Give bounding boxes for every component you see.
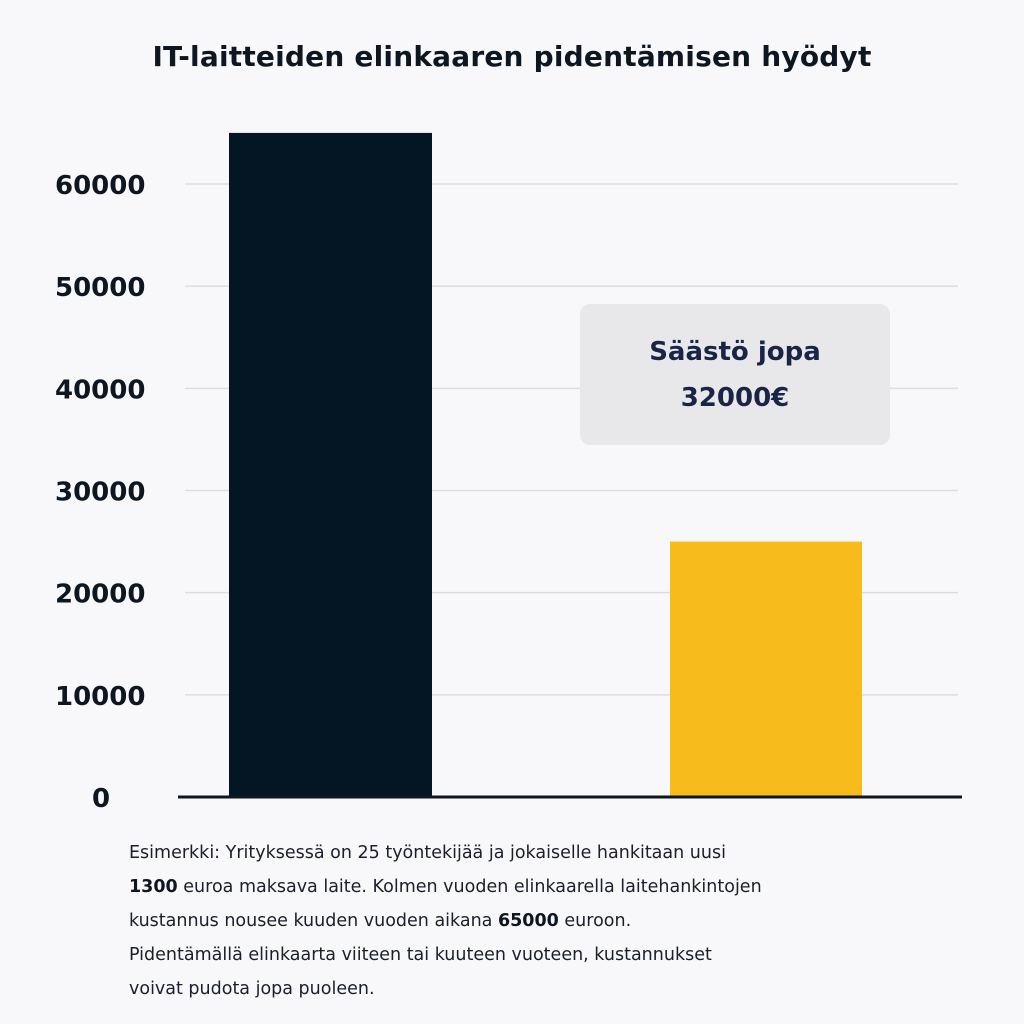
savings-callout: Säästö jopa 32000€	[580, 304, 890, 445]
bar-chart: 0 10000 20000 30000 40000 50000 60000	[55, 132, 962, 814]
bars	[229, 132, 862, 797]
y-tick-label-20000: 20000	[55, 580, 145, 610]
savings-callout-line1: Säästö jopa	[649, 336, 821, 367]
bar-1	[229, 132, 432, 797]
y-tick-label-60000: 60000	[55, 171, 145, 201]
note-line-3-end: euroon.	[558, 911, 632, 931]
note-line-1: Esimerkki: Yrityksessä on 25 työntekijää…	[129, 843, 726, 863]
note-amount-1300: 1300	[129, 877, 178, 897]
y-tick-label-10000: 10000	[55, 682, 145, 712]
note-line-2-text: euroa maksava laite. Kolmen vuoden elink…	[177, 877, 762, 897]
note-line-4: Pidentämällä elinkaarta viiteen tai kuut…	[129, 945, 712, 965]
savings-callout-line2: 32000€	[680, 382, 790, 413]
y-axis-ticks: 0 10000 20000 30000 40000 50000 60000	[55, 171, 145, 814]
chart-title: IT-laitteiden elinkaaren pidentämisen hy…	[152, 40, 872, 73]
y-tick-label-50000: 50000	[55, 273, 145, 303]
note-line-2: 1300 euroa maksava laite. Kolmen vuoden …	[129, 870, 949, 904]
note-line-5: voivat pudota jopa puoleen.	[129, 979, 375, 999]
note-line-3-start: kustannus nousee kuuden vuoden aikana	[129, 911, 498, 931]
y-tick-label-0: 0	[92, 784, 110, 814]
bar-2	[670, 541, 862, 797]
example-note: Esimerkki: Yrityksessä on 25 työntekijää…	[129, 836, 949, 1006]
y-tick-label-40000: 40000	[55, 375, 145, 405]
note-line-3: kustannus nousee kuuden vuoden aikana 65…	[129, 904, 949, 938]
note-amount-65000: 65000	[497, 911, 559, 931]
y-tick-label-30000: 30000	[55, 478, 145, 508]
